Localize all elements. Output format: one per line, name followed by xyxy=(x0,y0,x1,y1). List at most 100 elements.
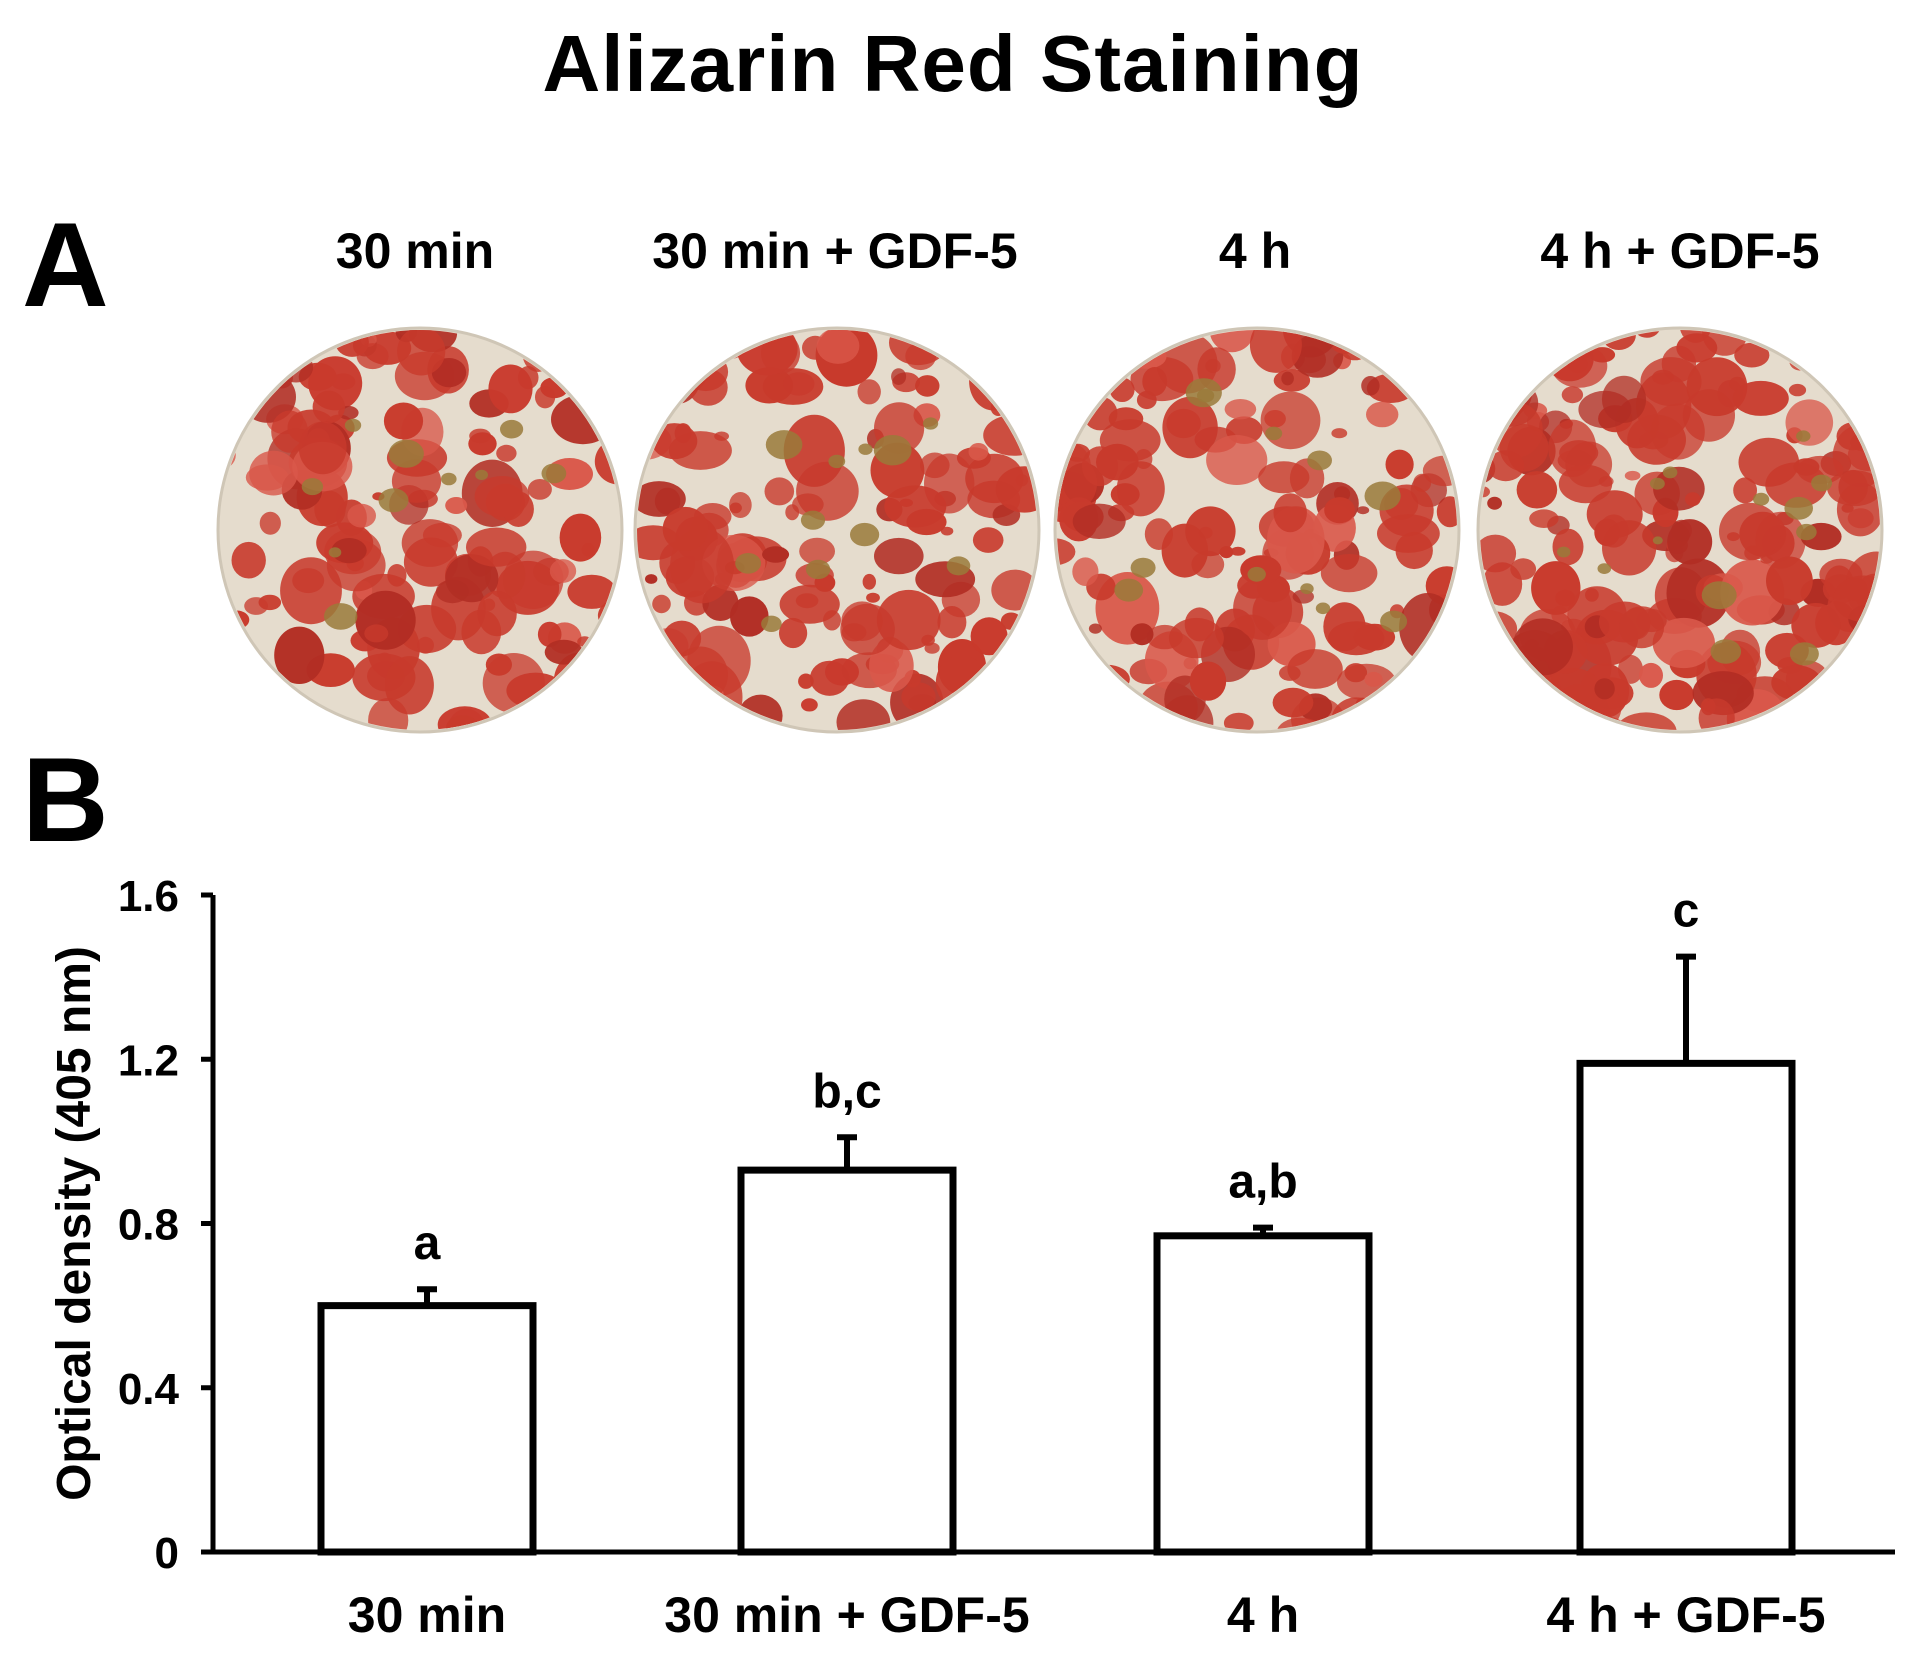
stain-blotch xyxy=(1529,509,1559,528)
stain-blotch xyxy=(1624,470,1641,481)
stain-blotch xyxy=(496,444,517,462)
stain-blotch xyxy=(383,402,424,440)
x-tick-label: 4 h + GDF-5 xyxy=(1546,1587,1825,1643)
stain-blotch xyxy=(968,443,989,461)
stain-blotch xyxy=(384,656,434,715)
mineral-nodule xyxy=(923,417,939,430)
stain-blotch xyxy=(1399,593,1457,662)
stain-blotch xyxy=(1230,546,1246,556)
stain-blotch xyxy=(1502,703,1559,730)
stain-blotch xyxy=(1484,716,1500,730)
stain-blotch xyxy=(1676,333,1718,363)
stain-blotch xyxy=(779,617,808,649)
mineral-nodule xyxy=(378,488,409,513)
stain-blotch xyxy=(403,537,458,587)
stain-blotch xyxy=(594,389,619,415)
stain-blotch xyxy=(637,367,667,400)
stain-blotch xyxy=(637,481,686,517)
stain-blotch xyxy=(1480,646,1491,665)
stain-blotch xyxy=(1427,640,1452,669)
stain-blotch xyxy=(1738,437,1800,487)
stain-blotch xyxy=(1480,698,1522,730)
stain-blotch xyxy=(641,721,660,730)
mineral-nodule xyxy=(1789,642,1819,666)
stain-blotch xyxy=(874,537,924,575)
stain-blotch xyxy=(1682,389,1735,442)
stain-blotch xyxy=(1144,518,1173,550)
stain-blotch xyxy=(1849,713,1880,730)
stain-blotch xyxy=(477,590,517,637)
stain-blotch xyxy=(1224,399,1257,420)
stain-blotch xyxy=(474,476,530,517)
stain-blotch xyxy=(937,606,967,639)
bar xyxy=(1153,1232,1373,1556)
stain-blotch xyxy=(575,693,620,730)
stain-blotch xyxy=(637,704,662,730)
stain-blotch xyxy=(537,621,562,648)
stain-blotch xyxy=(1184,607,1215,642)
chart-labels: a 30 min b,c 30 min + GDF-5 a,b 4 h c 4 h + GDF… xyxy=(348,885,1826,1643)
mineral-nodule xyxy=(344,418,362,432)
stain-blotch xyxy=(1088,623,1102,634)
stain-blotch xyxy=(637,400,659,441)
mineral-nodule xyxy=(1597,563,1612,574)
stain-blotch xyxy=(1369,712,1392,730)
mineral-nodule xyxy=(761,615,782,632)
mineral-nodule xyxy=(1114,578,1144,602)
stain-blotch xyxy=(862,573,876,590)
stain-blotch xyxy=(1516,471,1558,509)
stain-blotch xyxy=(915,375,940,397)
stain-blotch xyxy=(271,410,308,453)
stain-blotch xyxy=(244,597,268,615)
stain-blotch xyxy=(249,450,298,496)
stain-blotch xyxy=(312,390,345,424)
stain-blotch xyxy=(644,707,664,729)
mineral-nodule xyxy=(1796,430,1811,442)
stain-blotch xyxy=(1598,476,1614,487)
stain-blotch xyxy=(1331,428,1348,439)
stain-blotch xyxy=(259,511,281,535)
mineral-nodule xyxy=(828,454,846,469)
stain-blotch xyxy=(798,673,814,689)
mineral-nodule xyxy=(1364,481,1401,511)
mineral-nodule xyxy=(301,478,324,496)
stain-blotch xyxy=(1088,701,1125,730)
stain-blotch xyxy=(397,330,446,376)
stain-blotch xyxy=(1110,483,1140,506)
stain-blotch xyxy=(1487,450,1525,482)
panel-b-letter: B xyxy=(22,733,109,867)
stain-blotch xyxy=(955,700,998,730)
stain-blotch xyxy=(906,508,947,536)
stain-blotch xyxy=(1480,712,1538,730)
stain-blotch xyxy=(1619,606,1665,649)
stain-blotch xyxy=(1733,477,1757,504)
stain-blotch xyxy=(1072,503,1126,539)
mineral-nodule xyxy=(1753,492,1770,506)
x-tick-label: 4 h xyxy=(1227,1587,1299,1643)
stain-blotch xyxy=(1258,461,1310,494)
significance-label: a xyxy=(414,1217,441,1270)
stain-blotch xyxy=(1431,394,1457,437)
stain-blotch xyxy=(651,726,676,730)
stain-blotch xyxy=(222,363,259,404)
stain-blotch xyxy=(1132,703,1154,722)
stain-blotch xyxy=(1627,414,1686,465)
stain-blotch xyxy=(717,330,741,346)
stain-blotch xyxy=(1594,678,1615,700)
stain-blotch xyxy=(1667,519,1713,565)
stain-blotch xyxy=(488,364,533,414)
mineral-nodule xyxy=(805,559,831,580)
stain-blotch xyxy=(1480,333,1510,357)
mineral-nodule xyxy=(1557,546,1571,558)
stain-blotch xyxy=(1361,376,1380,396)
mineral-nodule xyxy=(1650,477,1665,490)
y-tick-label: 0 xyxy=(155,1529,179,1578)
stain-blotch xyxy=(919,330,946,346)
mineral-nodule xyxy=(850,522,880,547)
y-tick-label: 0.4 xyxy=(118,1365,180,1414)
stain-blotch xyxy=(517,330,538,335)
stain-blotch xyxy=(1639,662,1663,688)
mineral-nodule xyxy=(541,463,567,484)
stain-blotch xyxy=(1480,648,1501,677)
mineral-nodule xyxy=(1300,583,1314,595)
